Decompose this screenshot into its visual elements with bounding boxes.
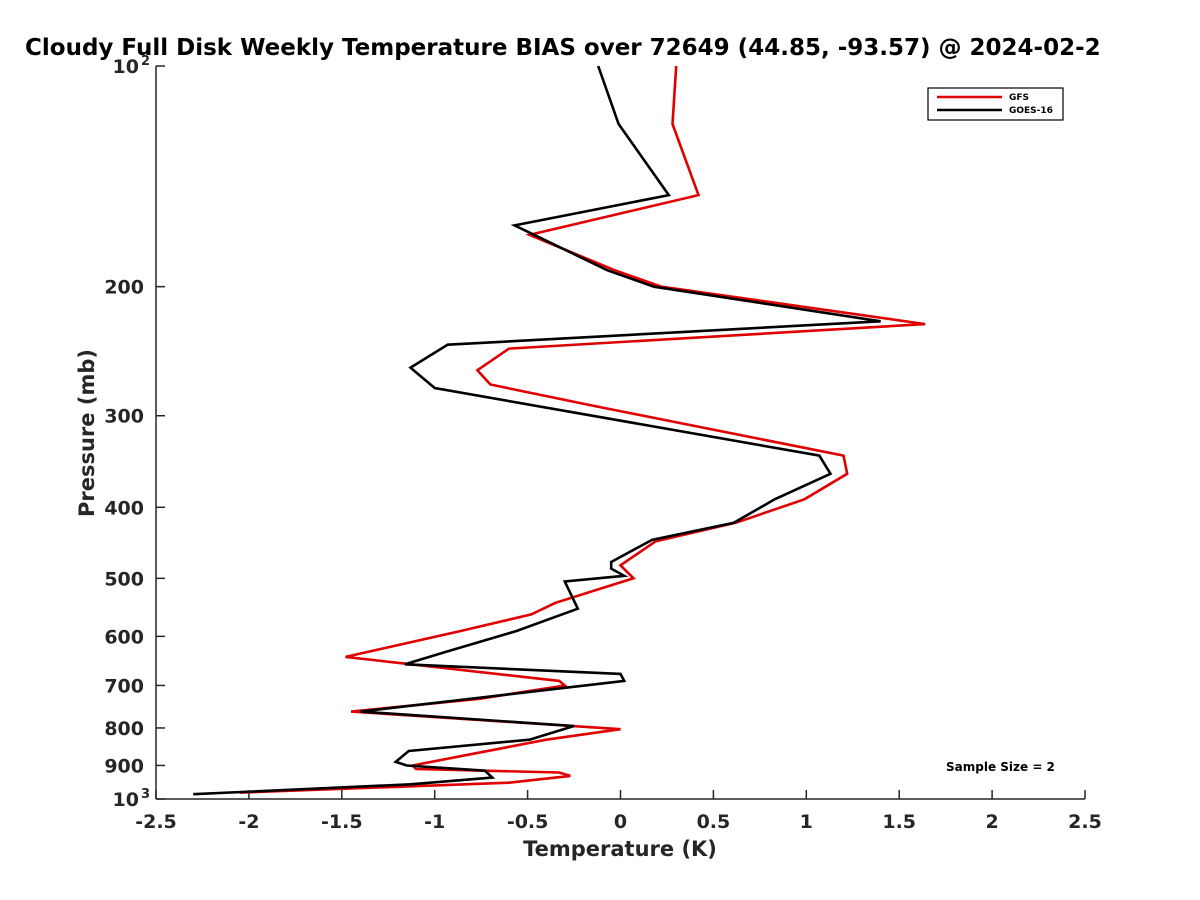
series-line-goes-16: [193, 65, 881, 796]
legend-label-goes16: GOES-16: [1009, 106, 1053, 116]
y-tick-label: 200: [104, 277, 144, 299]
x-tick-label: 2: [985, 811, 998, 833]
y-tick-label: 600: [104, 626, 144, 648]
x-axis-label: Temperature (K): [523, 837, 717, 861]
y-tick-exponent: 3: [141, 787, 150, 802]
y-tick-label: 400: [104, 497, 144, 519]
y-tick-label: 900: [104, 755, 144, 777]
y-tick-exponent: 2: [141, 54, 150, 69]
y-axis-label: Pressure (mb): [75, 349, 99, 517]
x-tick-label: -0.5: [507, 811, 549, 833]
chart-title: Cloudy Full Disk Weekly Temperature BIAS…: [25, 35, 1101, 61]
series-line-gfs: [239, 65, 926, 794]
x-tick-label: -2: [238, 811, 259, 833]
x-tick-label: 1.5: [882, 811, 916, 833]
x-tick-label: 2.5: [1068, 811, 1102, 833]
y-tick-label: 700: [104, 675, 144, 697]
plot-background: [156, 66, 1085, 799]
y-tick-label: 300: [104, 406, 144, 428]
series-layer: [193, 65, 926, 796]
x-tick-label: -1: [424, 811, 445, 833]
plot-area: -2.5 -2 -1.5 -1 -0.5 0 0.5 1 1.5 2 2.5 10 220030040…: [104, 54, 1102, 833]
x-axis-ticks: -2.5 -2 -1.5 -1 -0.5 0 0.5 1 1.5 2 2.5: [135, 790, 1102, 833]
sample-size-annotation: Sample Size = 2: [946, 760, 1055, 774]
x-tick-label: 0: [614, 811, 627, 833]
y-tick-label: 500: [104, 568, 144, 590]
legend-box: [927, 87, 1064, 121]
x-tick-label: 1: [800, 811, 813, 833]
x-tick-label: -1.5: [321, 811, 363, 833]
y-tick-label: 800: [104, 718, 144, 740]
y-tick-label: 10: [113, 56, 139, 78]
legend: GFS GOES-16: [927, 87, 1064, 121]
legend-label-gfs: GFS: [1009, 93, 1029, 103]
y-tick-label: 10: [113, 789, 139, 811]
x-tick-label: 0.5: [697, 811, 731, 833]
x-tick-label: -2.5: [135, 811, 177, 833]
